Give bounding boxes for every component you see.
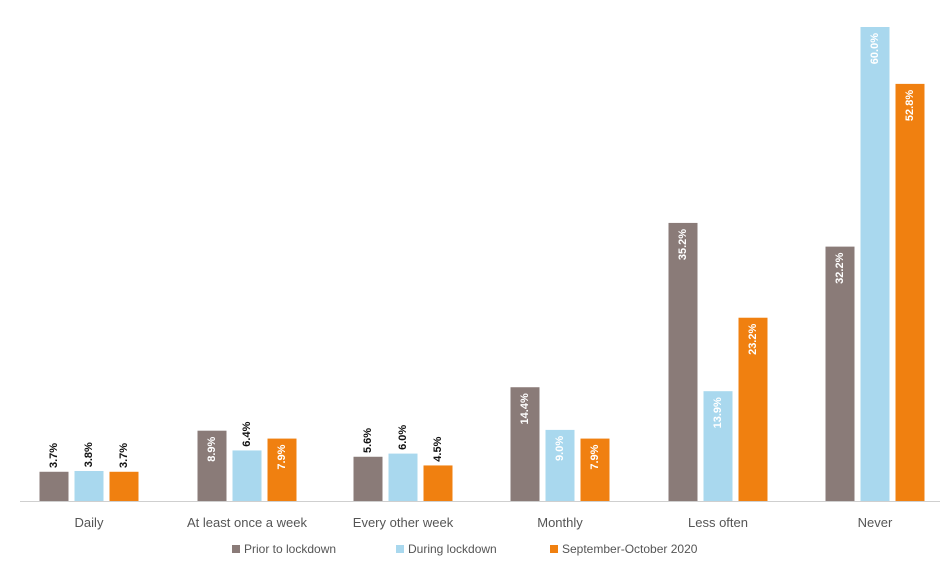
bar-3-3 bbox=[423, 465, 453, 501]
legend: Prior to lockdown During lockdown Septembe… bbox=[232, 542, 698, 556]
bar-3-4 bbox=[580, 438, 610, 501]
legend-label-3: September-October 2020 bbox=[562, 542, 698, 556]
x-tick-label-3: Every other week bbox=[353, 515, 454, 530]
data-label-3-1: 3.7% bbox=[118, 443, 130, 468]
bar-2-2 bbox=[232, 450, 262, 501]
data-label-1-3: 5.6% bbox=[362, 428, 374, 453]
x-tick-labels: Daily At least once a week Every other wee… bbox=[75, 515, 893, 530]
legend-swatch-1 bbox=[232, 545, 240, 553]
x-tick-label-1: Daily bbox=[75, 515, 104, 530]
data-label-2-5: 13.9% bbox=[712, 397, 724, 428]
bars-layer bbox=[39, 27, 925, 502]
bar-1-5 bbox=[668, 222, 698, 502]
x-tick-label-6: Never bbox=[858, 515, 893, 530]
legend-swatch-3 bbox=[550, 545, 558, 553]
data-label-1-6: 32.2% bbox=[834, 252, 846, 283]
bar-1-6 bbox=[825, 246, 855, 501]
bar-2-1 bbox=[74, 470, 104, 501]
legend-swatch-2 bbox=[396, 545, 404, 553]
legend-label-1: Prior to lockdown bbox=[244, 542, 336, 556]
bar-1-2 bbox=[197, 430, 227, 501]
data-label-2-6: 60.0% bbox=[869, 33, 881, 64]
x-tick-label-4: Monthly bbox=[537, 515, 583, 530]
legend-label-2: During lockdown bbox=[408, 542, 497, 556]
bar-2-4 bbox=[545, 429, 575, 501]
bar-3-1 bbox=[109, 471, 139, 501]
data-labels-layer: 3.7% 3.8% 3.7% 8.9% 6.4% 7.9% 5.6% 6.0% 4.5% 14.4… bbox=[48, 33, 916, 470]
data-label-2-2: 6.4% bbox=[241, 421, 253, 446]
bar-3-2 bbox=[267, 438, 297, 501]
data-label-3-5: 23.2% bbox=[747, 324, 759, 355]
bar-3-5 bbox=[738, 317, 768, 501]
data-label-3-6: 52.8% bbox=[904, 90, 916, 121]
bar-3-6 bbox=[895, 83, 925, 501]
bar-1-3 bbox=[353, 456, 383, 501]
data-label-2-1: 3.8% bbox=[83, 442, 95, 467]
data-label-1-5: 35.2% bbox=[677, 229, 689, 260]
bar-2-3 bbox=[388, 453, 418, 501]
x-tick-label-2: At least once a week bbox=[187, 515, 307, 530]
data-label-2-3: 6.0% bbox=[397, 425, 409, 450]
data-label-3-4: 7.9% bbox=[589, 444, 601, 469]
x-tick-label-5: Less often bbox=[688, 515, 748, 530]
bar-2-6 bbox=[860, 27, 890, 501]
data-label-3-3: 4.5% bbox=[432, 436, 444, 461]
data-label-1-2: 8.9% bbox=[206, 436, 218, 461]
data-label-2-4: 9.0% bbox=[554, 436, 566, 461]
data-label-3-2: 7.9% bbox=[276, 444, 288, 469]
data-label-1-4: 14.4% bbox=[519, 393, 531, 424]
bar-1-4 bbox=[510, 387, 540, 501]
bar-2-5 bbox=[703, 391, 733, 501]
bar-1-1 bbox=[39, 471, 69, 501]
data-label-1-1: 3.7% bbox=[48, 443, 60, 468]
